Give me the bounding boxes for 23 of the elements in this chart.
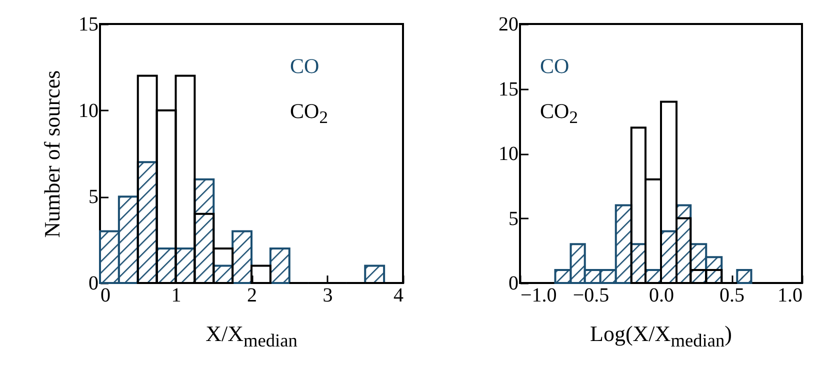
x-tick-label: 4 [394, 284, 404, 306]
x-tick-label: 2 [247, 284, 257, 306]
x-tick-label: 0.0 [649, 284, 674, 306]
y-tick-label: 20 [498, 14, 518, 36]
text: CO [290, 54, 320, 79]
x-tick-label: 1.0 [778, 284, 802, 306]
y-tick-label: 5 [508, 208, 518, 230]
y-tick-label: 5 [88, 186, 98, 208]
x-tick-label: 1 [171, 284, 182, 306]
x-tick-label: 0.5 [720, 284, 744, 306]
x-tick-label: −0.5 [572, 284, 610, 306]
x-axis-title: Log(X/X$_{median}$) [590, 321, 732, 352]
y-axis-title: Number of sources [40, 70, 64, 238]
text: CO [540, 54, 570, 79]
text: CO$_{2}$ [540, 99, 578, 128]
y-tick-label: 10 [498, 143, 518, 165]
x-axis-title: X/X$_{median}$ [206, 321, 298, 352]
text: CO$_{2}$ [290, 99, 328, 128]
x-tick-label: 3 [322, 284, 333, 306]
y-tick-label: 15 [498, 78, 518, 100]
x-tick-label: −1.0 [520, 284, 557, 306]
y-tick-label: 10 [78, 100, 98, 122]
y-tick-label: 15 [78, 14, 98, 36]
